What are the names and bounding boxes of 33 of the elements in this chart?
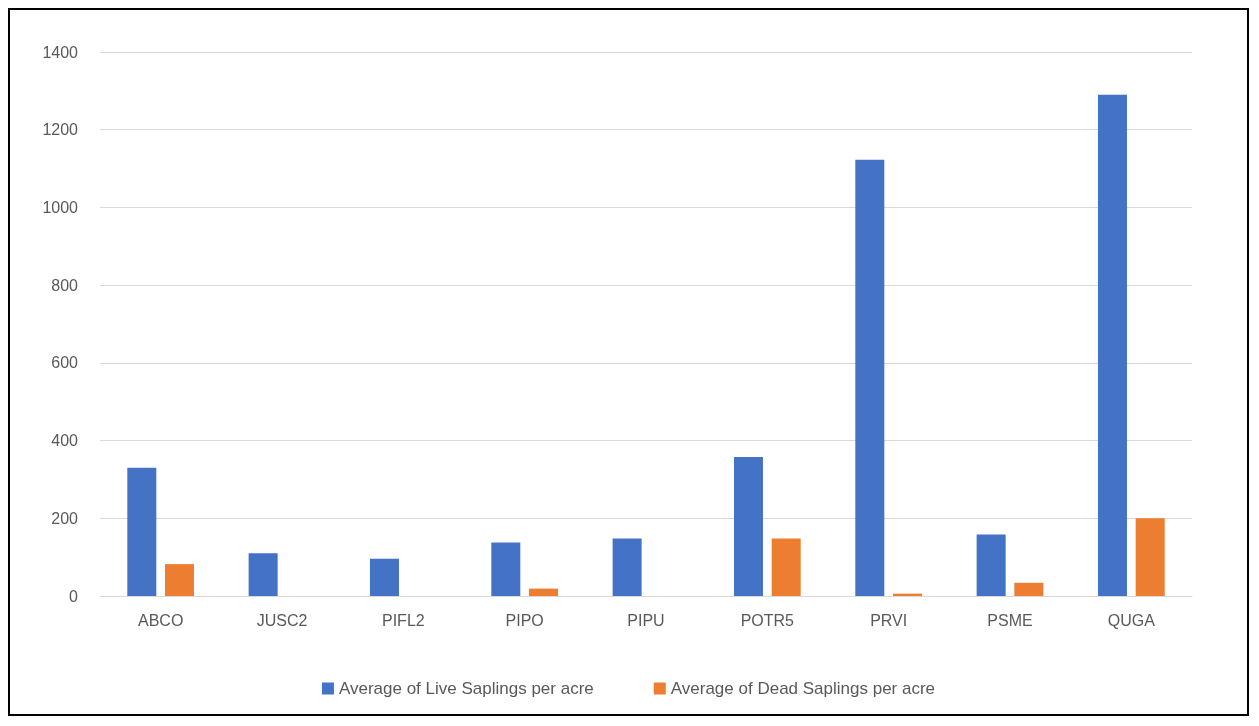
y-tick-label: 1200 <box>42 121 79 139</box>
x-tick-label: PSME <box>987 611 1033 629</box>
x-tick-label: PIFL2 <box>381 611 425 629</box>
bar <box>855 159 885 596</box>
y-tick-label: 600 <box>51 354 79 372</box>
bar <box>771 538 801 596</box>
x-tick-label: PRVI <box>870 611 908 629</box>
x-tick-label: PIPO <box>505 611 544 629</box>
bar <box>491 542 521 596</box>
bar <box>1014 582 1044 596</box>
legend-label: Average of Dead Saplings per acre <box>670 679 936 698</box>
x-tick-label: QUGA <box>1107 611 1156 629</box>
y-tick-label: 200 <box>51 509 79 527</box>
bar <box>612 538 642 596</box>
bar <box>1097 94 1127 596</box>
x-tick-label: PIPU <box>627 611 665 629</box>
bar <box>127 467 157 596</box>
bar <box>976 534 1006 596</box>
legend-label: Average of Live Saplings per acre <box>338 679 594 698</box>
bar <box>1135 518 1165 596</box>
y-tick-label: 0 <box>69 587 79 605</box>
y-tick-label: 800 <box>51 276 79 294</box>
y-tick-label: 400 <box>51 432 79 450</box>
x-tick-label: JUSC2 <box>256 611 308 629</box>
bar <box>733 456 763 596</box>
bar <box>248 553 278 596</box>
y-tick-label: 1000 <box>42 198 79 216</box>
bar <box>165 564 195 596</box>
bar <box>529 588 559 596</box>
x-tick-label: POTR5 <box>740 611 795 629</box>
y-tick-label: 1400 <box>42 43 79 61</box>
bar <box>369 558 399 596</box>
x-tick-label: ABCO <box>137 611 184 629</box>
